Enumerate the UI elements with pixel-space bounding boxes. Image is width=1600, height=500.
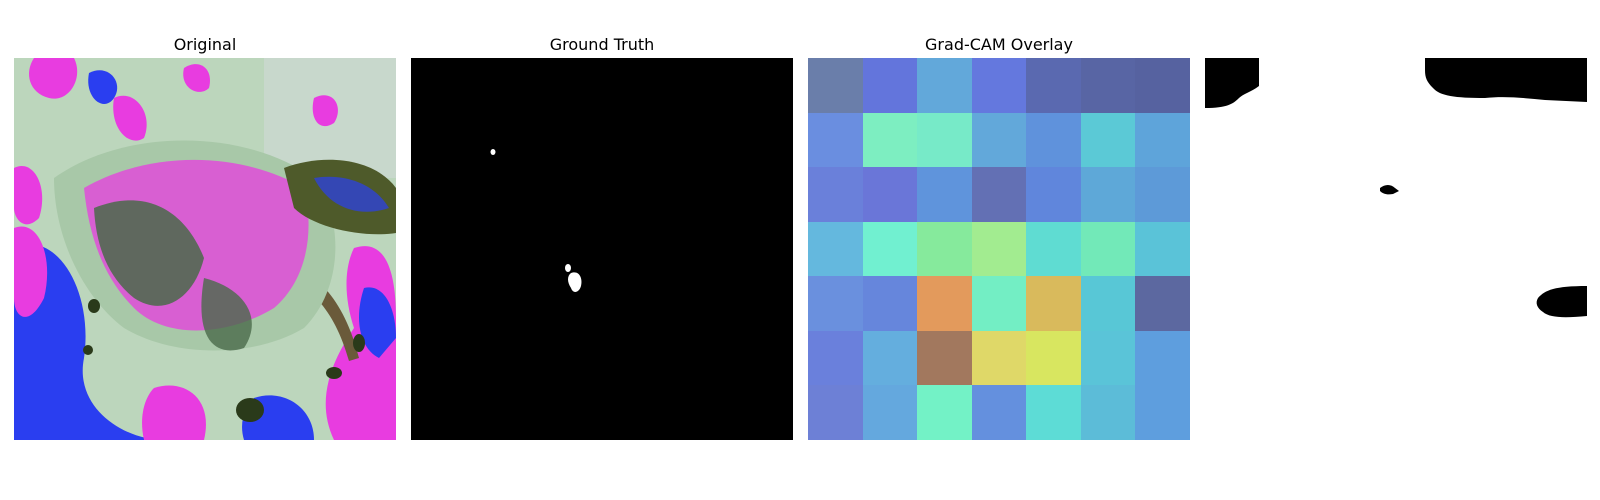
gradcam-cell bbox=[917, 221, 972, 277]
gradcam-cell bbox=[808, 385, 863, 440]
gradcam-cell bbox=[971, 112, 1027, 168]
gradcam-grid bbox=[808, 58, 1190, 440]
gradcam-cell bbox=[1135, 385, 1190, 440]
gradcam-cell bbox=[971, 276, 1027, 331]
gradcam-cell bbox=[808, 330, 863, 386]
gradcam-cell bbox=[862, 58, 918, 113]
gradcam-overlay bbox=[808, 58, 1190, 440]
gradcam-cell bbox=[917, 112, 972, 168]
gradcam-cell bbox=[1026, 112, 1081, 168]
gradcam-cell bbox=[1026, 385, 1081, 440]
gradcam-cell bbox=[1080, 276, 1136, 331]
original-image bbox=[14, 58, 396, 440]
gradcam-cell bbox=[971, 167, 1027, 222]
gradcam-cell bbox=[1026, 330, 1081, 386]
gradcam-cell bbox=[862, 112, 918, 168]
gradcam-panel-title: Grad-CAM Overlay bbox=[925, 35, 1073, 54]
gradcam-cell bbox=[862, 221, 918, 277]
gradcam-cell bbox=[862, 385, 918, 440]
gradcam-cell bbox=[1080, 112, 1136, 168]
ground-truth-mask-drawing bbox=[411, 58, 793, 440]
gradcam-cell bbox=[971, 330, 1027, 386]
binarized-heatmap-drawing bbox=[1205, 58, 1587, 440]
gradcam-cell bbox=[917, 58, 972, 113]
gradcam-cell bbox=[808, 58, 863, 113]
original-panel-title: Original bbox=[173, 35, 237, 54]
gradcam-cell bbox=[971, 221, 1027, 277]
gradcam-cell bbox=[1135, 276, 1190, 331]
gradcam-cell bbox=[1026, 221, 1081, 277]
gradcam-cell bbox=[1135, 58, 1190, 113]
ground-truth-panel-title: Ground Truth bbox=[549, 35, 655, 54]
gradcam-cell bbox=[1135, 112, 1190, 168]
gradcam-cell bbox=[808, 276, 863, 331]
gradcam-cell bbox=[917, 385, 972, 440]
original-image-drawing bbox=[14, 58, 396, 440]
ground-truth-mask bbox=[411, 58, 793, 440]
gradcam-cell bbox=[862, 330, 918, 386]
gradcam-cell bbox=[1080, 58, 1136, 113]
gradcam-cell bbox=[1135, 167, 1190, 222]
gradcam-cell bbox=[917, 276, 972, 331]
gradcam-cell bbox=[862, 167, 918, 222]
gradcam-cell bbox=[862, 276, 918, 331]
gradcam-cell bbox=[1080, 385, 1136, 440]
binarized-heatmap bbox=[1205, 58, 1587, 440]
gradcam-cell bbox=[1080, 330, 1136, 386]
gradcam-cell bbox=[808, 112, 863, 168]
gradcam-cell bbox=[1135, 221, 1190, 277]
gradcam-cell bbox=[917, 330, 972, 386]
gradcam-cell bbox=[1026, 167, 1081, 222]
gradcam-cell bbox=[808, 221, 863, 277]
gradcam-cell bbox=[971, 58, 1027, 113]
gradcam-cell bbox=[971, 385, 1027, 440]
gradcam-cell bbox=[917, 167, 972, 222]
gradcam-cell bbox=[1026, 58, 1081, 113]
gradcam-cell bbox=[1026, 276, 1081, 331]
gradcam-cell bbox=[1080, 167, 1136, 222]
gradcam-cell bbox=[1135, 330, 1190, 386]
gradcam-cell bbox=[808, 167, 863, 222]
gradcam-cell bbox=[1080, 221, 1136, 277]
